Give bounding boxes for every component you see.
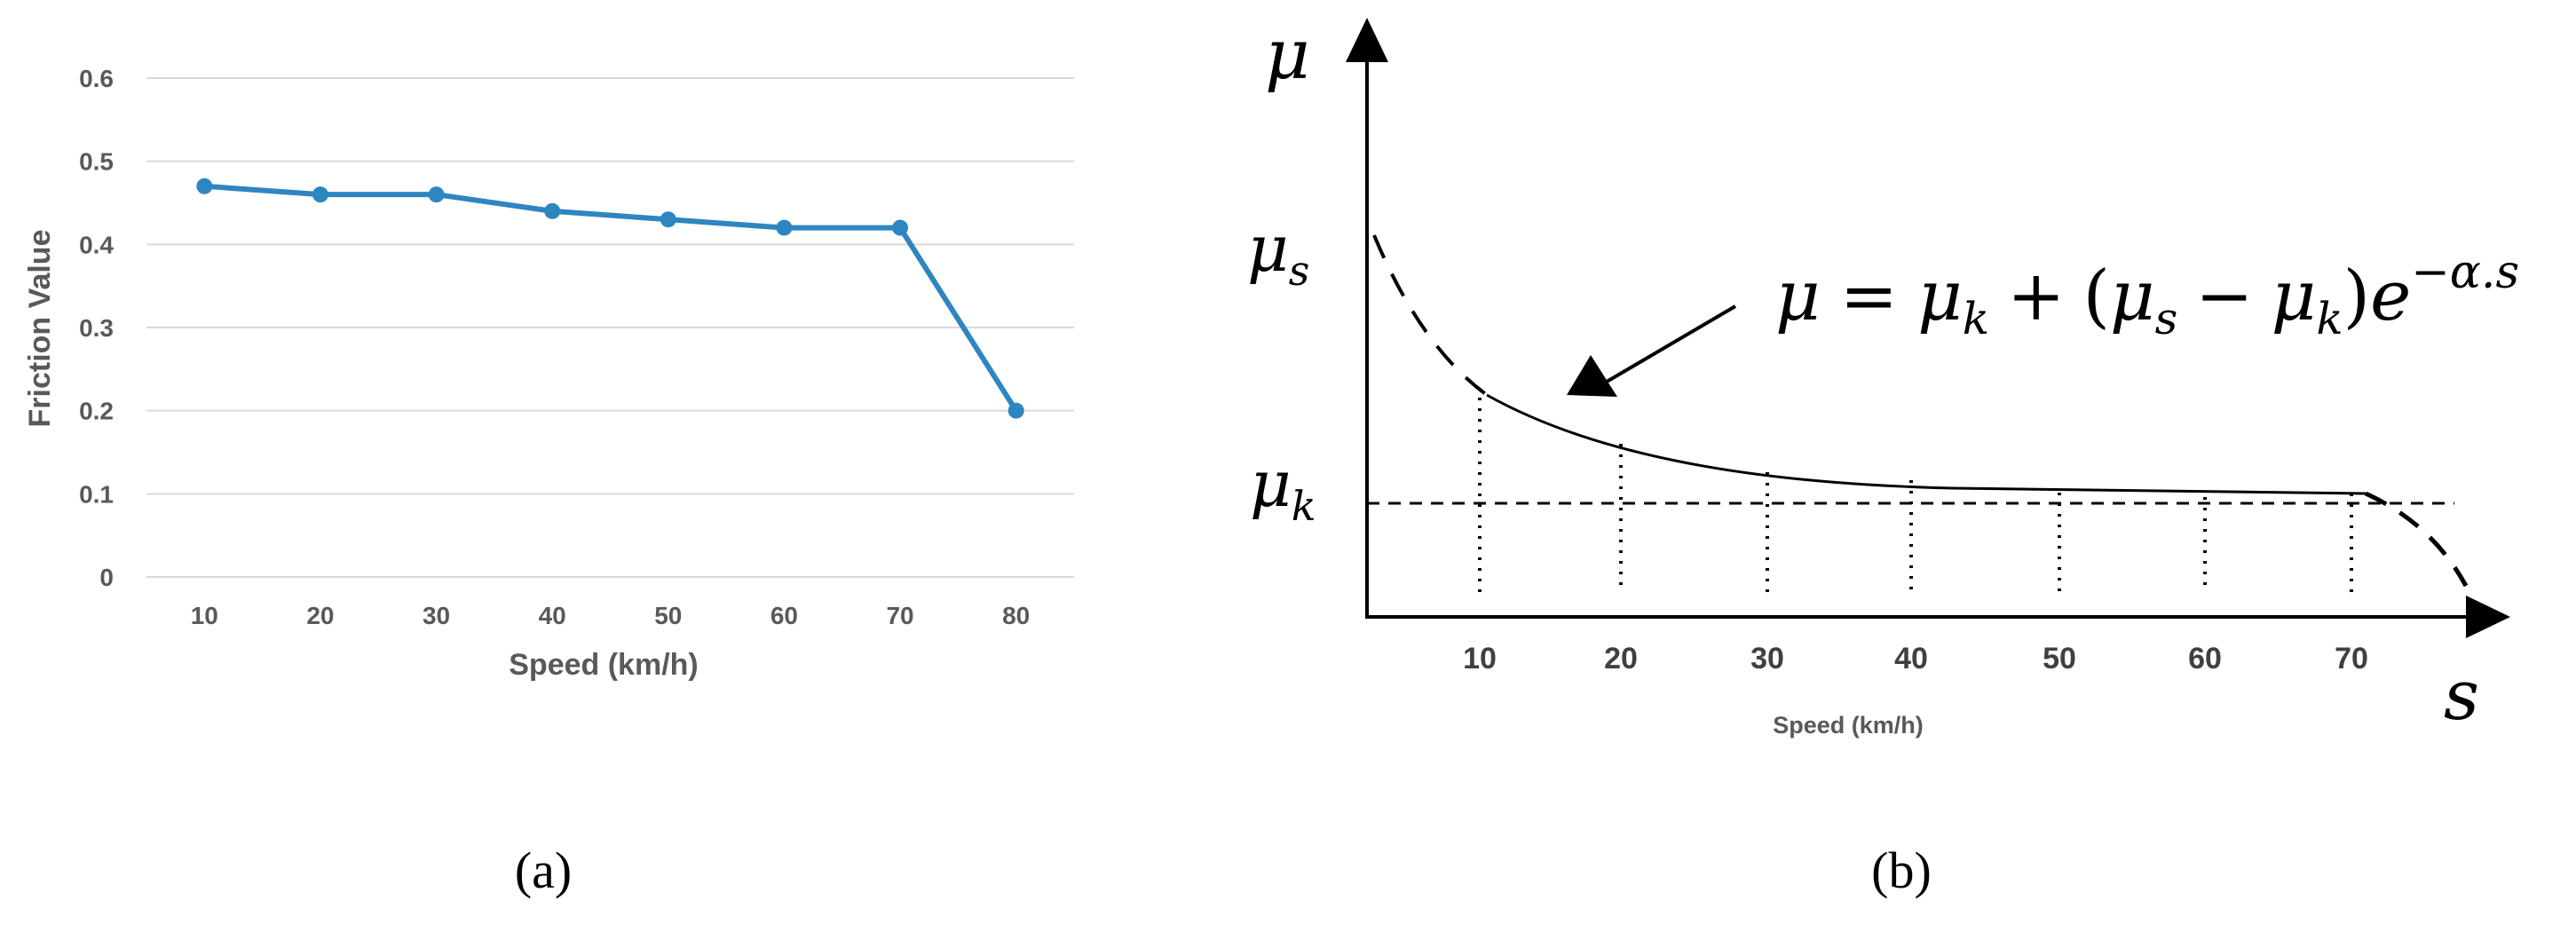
series-line — [204, 183, 1019, 413]
panel-a-series — [196, 178, 1024, 419]
panel-b-curve-dashed-start — [1372, 234, 1489, 397]
panel-b-curve-solid — [1486, 393, 2367, 495]
panel-b-x-tick-labels: 10 20 30 40 50 60 70 — [1463, 642, 2368, 675]
panel-a-chart: 0 0.1 0.2 0.3 0.4 0.5 0.6 10 20 30 40 50 60 70 80 Spe… — [23, 65, 1074, 682]
data-point — [660, 211, 676, 228]
panel-b-diagram: μ s μs μk 10 20 30 40 50 60 70 Speed (km/h) μ =… — [1247, 15, 2519, 738]
x-tick-label: 30 — [1750, 642, 1784, 675]
x-tick-label: 40 — [1894, 642, 1928, 675]
data-point — [1007, 402, 1024, 419]
y-tick-label: 0.3 — [79, 314, 114, 342]
y-tick-label: 0.5 — [79, 148, 114, 176]
panel-b-pointer-arrow-shaft — [1605, 304, 1737, 383]
x-tick-label: 60 — [2188, 642, 2222, 675]
x-tick-label: 10 — [1463, 642, 1497, 675]
x-tick-label: 80 — [1002, 602, 1030, 629]
x-tick-label: 40 — [539, 602, 566, 629]
data-point — [312, 186, 328, 203]
panel-b-equation: μ = μk + (μs − μk)e−α.s — [1775, 246, 2519, 344]
data-point — [544, 202, 561, 219]
data-point — [892, 219, 909, 236]
x-tick-label: 50 — [654, 602, 682, 629]
panel-b-y-axis-symbol: μ — [1265, 15, 1310, 95]
y-tick-label: 0.4 — [79, 231, 114, 258]
x-tick-label: 20 — [1604, 642, 1638, 675]
panel-b-caption: (b) — [1871, 841, 1932, 899]
panel-b-mu-s-label: μs — [1247, 211, 1309, 295]
y-tick-label: 0 — [99, 564, 114, 591]
panel-b-dotted-verticals — [1478, 398, 2353, 593]
panel-b-curve-dashed-end — [2364, 491, 2469, 588]
x-tick-label: 50 — [2043, 642, 2076, 675]
x-tick-label: 20 — [306, 602, 334, 629]
panel-a-y-axis-title: Friction Value — [23, 230, 57, 428]
panel-b-x-axis-symbol: s — [2444, 656, 2479, 736]
panel-a-gridlines — [146, 77, 1074, 578]
x-tick-label: 70 — [2335, 642, 2368, 675]
x-tick-label: 70 — [886, 602, 913, 629]
panel-b-mu-k-label: μk — [1250, 446, 1316, 530]
panel-b-x-axis-title: Speed (km/h) — [1773, 712, 1924, 738]
data-point — [196, 178, 213, 194]
y-tick-label: 0.2 — [79, 398, 114, 425]
panel-a-x-axis-title: Speed (km/h) — [509, 648, 698, 682]
panel-b-y-axis-arrowhead — [1346, 18, 1388, 62]
x-tick-label: 60 — [770, 602, 798, 629]
panel-b-pointer-arrowhead — [1567, 355, 1617, 397]
panel-a-caption: (a) — [515, 841, 572, 899]
y-tick-label: 0.1 — [79, 480, 114, 508]
x-tick-label: 10 — [191, 602, 218, 629]
data-point — [428, 186, 445, 203]
x-tick-label: 30 — [423, 602, 450, 629]
panel-a-y-tick-labels: 0 0.1 0.2 0.3 0.4 0.5 0.6 — [79, 65, 114, 591]
y-tick-label: 0.6 — [79, 65, 114, 92]
panel-b-x-axis-arrowhead — [2466, 596, 2510, 638]
panel-a-x-tick-labels: 10 20 30 40 50 60 70 80 — [191, 602, 1031, 629]
data-point — [776, 219, 793, 236]
